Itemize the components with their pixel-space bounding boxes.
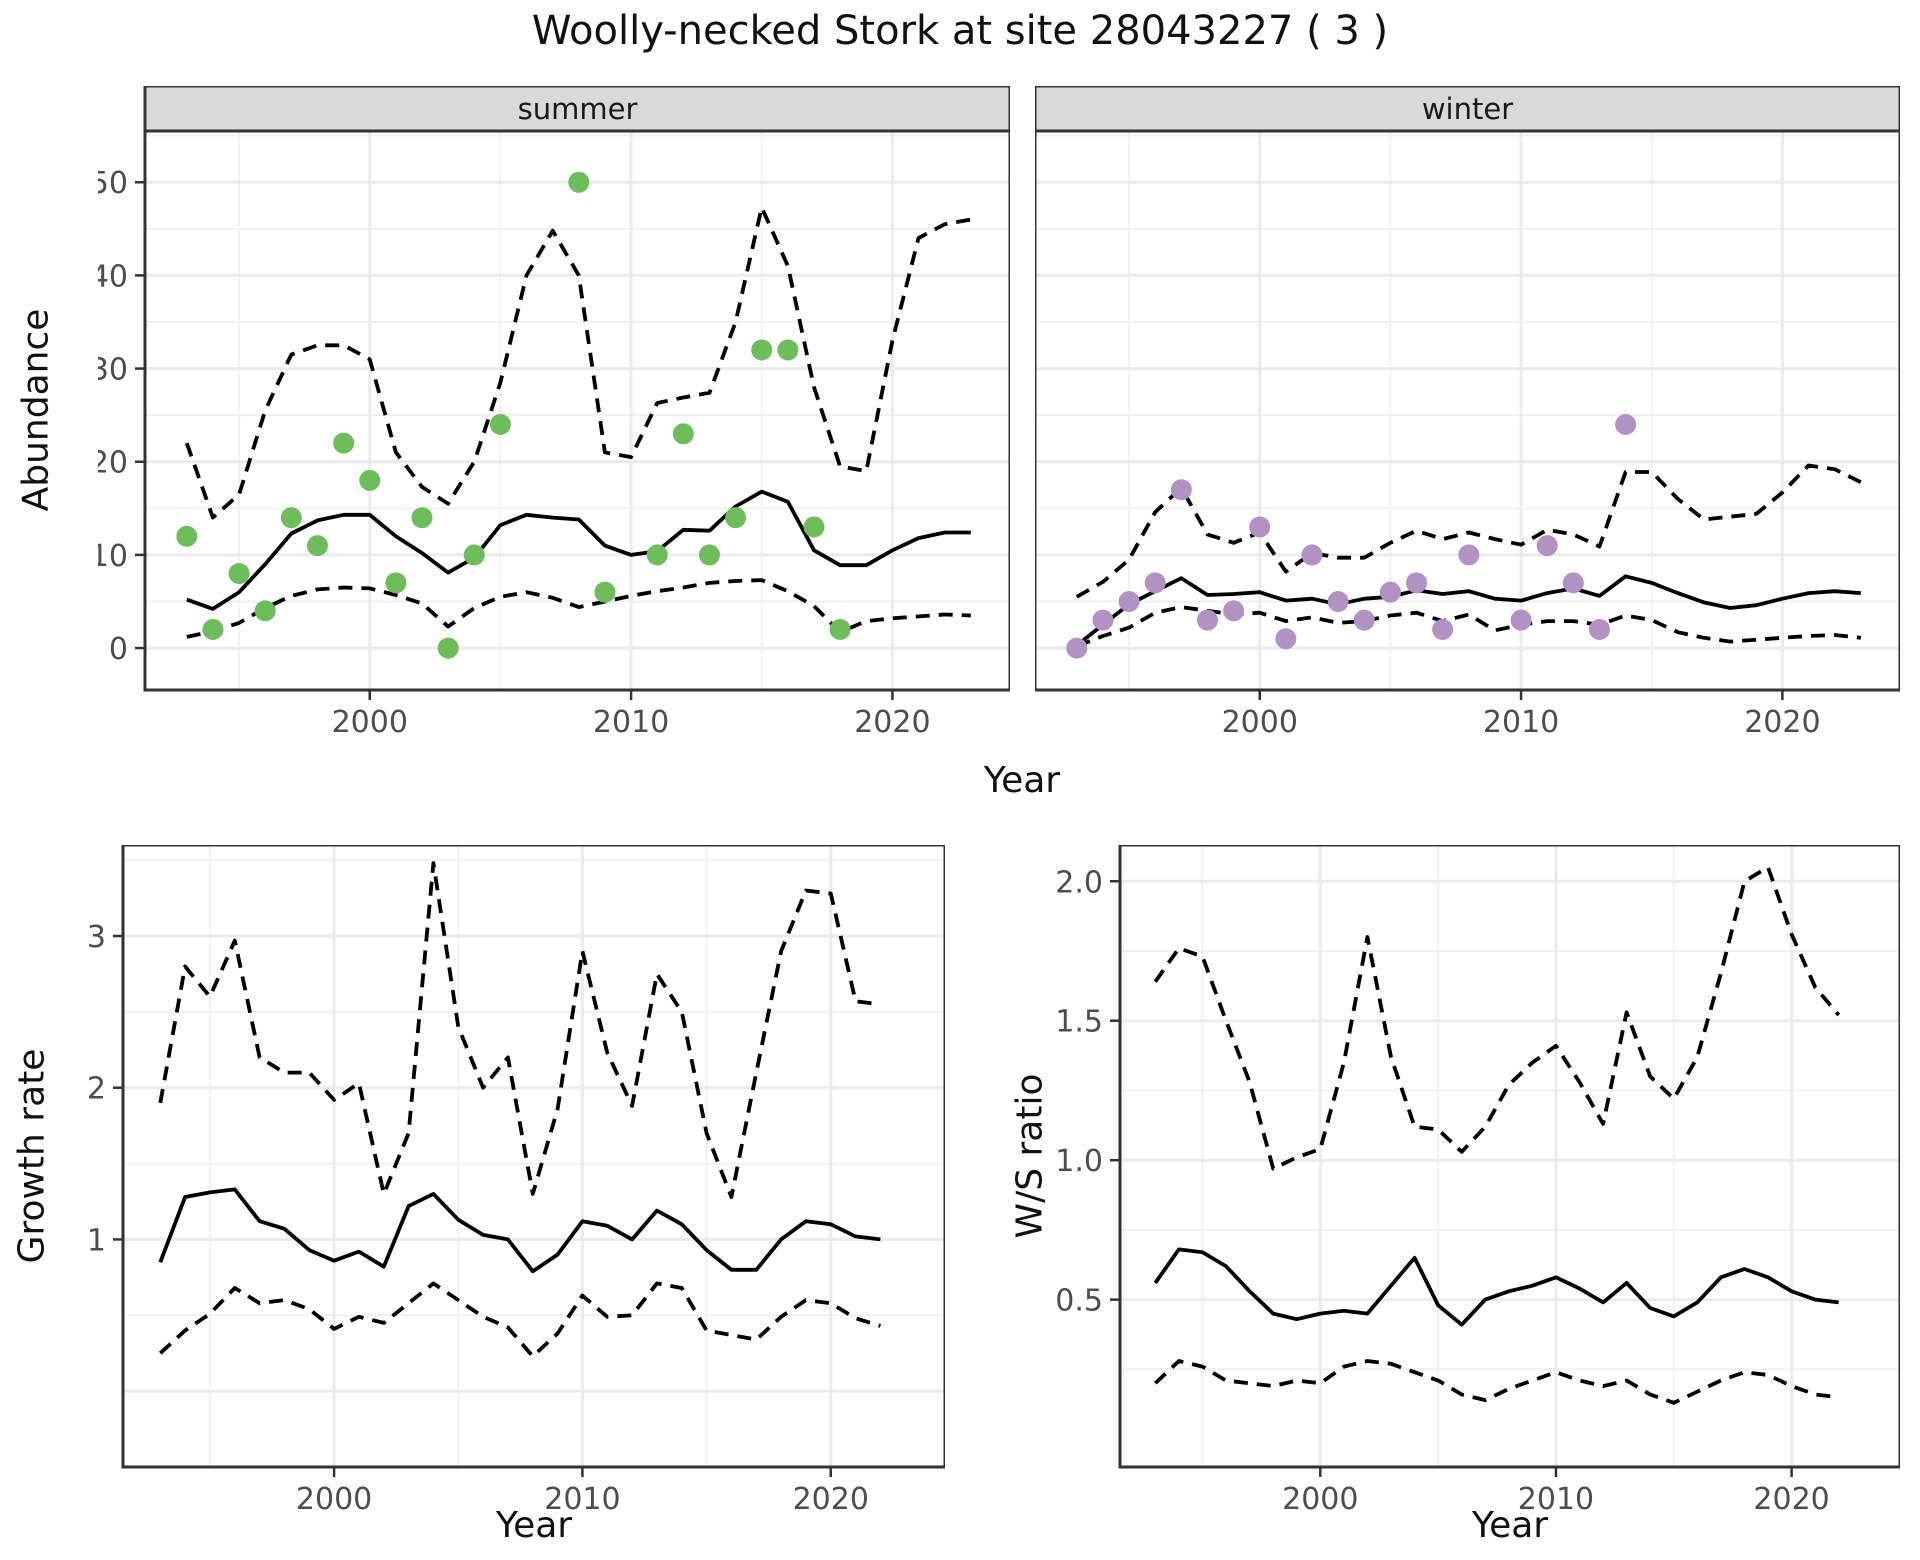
svg-text:30: 30 (98, 353, 128, 388)
svg-text:1: 1 (87, 1223, 106, 1258)
abundance-winter-point (1562, 572, 1584, 594)
abundance-summer-point (333, 432, 355, 454)
abundance-summer-point (202, 618, 224, 640)
abundance-summer-point (725, 507, 747, 529)
abundance-summer-svg: 2000 2010 2020 0 10 20 30 40 50 summer (90, 84, 1012, 740)
abundance-summer-point (646, 544, 668, 566)
abundance-summer-point (829, 618, 851, 640)
abundance-summer-point (385, 572, 407, 594)
svg-text:2010: 2010 (593, 705, 669, 736)
abundance-winter-point (1615, 413, 1637, 435)
growth-rate-svg: 2000 2010 2020 1 2 3 (87, 843, 947, 1517)
svg-text:2000: 2000 (332, 705, 408, 736)
abundance-x-axis-title: Year (983, 760, 1061, 801)
svg-text:10: 10 (98, 539, 128, 574)
abundance-summer-point (359, 469, 381, 491)
growth-rate-upper-ci-line (158, 861, 881, 1199)
abundance-winter-point (1223, 600, 1245, 622)
abundance-winter-point (1379, 581, 1401, 603)
ws-x-axis-title: Year (1471, 1505, 1549, 1546)
svg-text:3: 3 (87, 920, 106, 955)
svg-text:2010: 2010 (1518, 1482, 1594, 1515)
abundance-winter-point (1588, 618, 1610, 640)
abundance-winter-point (1249, 516, 1271, 538)
page-title: Woolly-necked Stork at site 28043227 ( 3… (531, 8, 1389, 54)
svg-text:2: 2 (87, 1072, 106, 1107)
svg-text:2000: 2000 (1282, 1482, 1358, 1515)
svg-text:2000: 2000 (296, 1482, 372, 1515)
abundance-winter-point (1406, 572, 1428, 594)
svg-text:2.0: 2.0 (1055, 865, 1103, 900)
svg-text:2020: 2020 (1753, 1482, 1829, 1515)
ws-ratio-lower-ci-line (1153, 1359, 1839, 1405)
abundance-summer-upper-ci-line (185, 205, 972, 520)
abundance-summer-point (306, 535, 328, 557)
abundance-summer-point (489, 413, 511, 435)
svg-text:50: 50 (98, 166, 128, 201)
abundance-winter-point (1092, 609, 1114, 631)
abundance-summer-point (463, 544, 485, 566)
abundance-winter-svg: 2000 2010 2020 winter (1033, 84, 1902, 740)
abundance-summer-point (698, 544, 720, 566)
abundance-winter-facet-strip-label: winter (1422, 92, 1513, 126)
svg-text:0: 0 (109, 632, 128, 667)
abundance-summer-point (777, 339, 799, 361)
svg-text:40: 40 (98, 259, 128, 294)
abundance-summer-point (176, 525, 198, 547)
growth-x-axis-title: Year (495, 1505, 573, 1546)
abundance-summer-point (437, 637, 459, 659)
ws-ratio-median-line (1153, 1247, 1839, 1327)
abundance-summer-chart: 2000 2010 2020 0 10 20 30 40 50 summer (90, 84, 1012, 740)
ws-ratio-svg: 2000 2010 2020 0.5 1.0 1.5 2.0 (1055, 843, 1902, 1517)
abundance-winter-point (1510, 609, 1532, 631)
abundance-summer-point (280, 507, 302, 529)
abundance-summer-mean-line (186, 489, 971, 611)
abundance-winter-point (1170, 479, 1192, 501)
abundance-winter-chart: 2000 2010 2020 winter (1033, 84, 1902, 740)
abundance-winter-point (1432, 618, 1454, 640)
svg-text:1.0: 1.0 (1055, 1144, 1103, 1179)
abundance-winter-point (1536, 535, 1558, 557)
svg-text:2000: 2000 (1222, 705, 1298, 736)
ws-ratio-upper-ci-line (1153, 865, 1841, 1171)
abundance-winter-point (1353, 609, 1375, 631)
abundance-winter-point (1144, 572, 1166, 594)
growth-rate-median-line (158, 1187, 881, 1274)
abundance-winter-point (1196, 609, 1218, 631)
abundance-summer-point (672, 423, 694, 445)
svg-text:1.5: 1.5 (1055, 1005, 1103, 1040)
abundance-summer-point (568, 171, 590, 193)
svg-text:0.5: 0.5 (1055, 1284, 1103, 1319)
growth-y-axis-title: Growth rate (11, 1048, 53, 1264)
ws-y-axis-title: W/S ratio (1009, 1073, 1051, 1239)
abundance-summer-point (254, 600, 276, 622)
abundance-summer-facet-strip-label: summer (518, 92, 638, 126)
abundance-winter-point (1301, 544, 1323, 566)
abundance-winter-upper-ci-line (1075, 463, 1862, 599)
abundance-winter-point (1458, 544, 1480, 566)
svg-text:2010: 2010 (544, 1482, 620, 1515)
abundance-winter-point (1327, 590, 1349, 612)
abundance-y-axis-title: Abundance (15, 308, 57, 512)
svg-text:2020: 2020 (793, 1482, 869, 1515)
abundance-summer-point (594, 581, 616, 603)
abundance-winter-point (1118, 590, 1140, 612)
abundance-winter-point (1066, 637, 1088, 659)
svg-text:2020: 2020 (1744, 705, 1820, 736)
svg-text:2020: 2020 (854, 705, 930, 736)
abundance-summer-point (803, 516, 825, 538)
ws-ratio-chart: 2000 2010 2020 0.5 1.0 1.5 2.0 (1055, 843, 1902, 1519)
growth-rate-lower-ci-line (159, 1281, 881, 1359)
abundance-winter-point (1275, 628, 1297, 650)
abundance-summer-point (411, 507, 433, 529)
abundance-summer-point (228, 563, 250, 585)
abundance-summer-point (751, 339, 773, 361)
svg-text:20: 20 (98, 446, 128, 481)
svg-text:2010: 2010 (1483, 705, 1559, 736)
growth-rate-chart: 2000 2010 2020 1 2 3 (80, 843, 947, 1519)
abundance-winter-mean-line (1075, 574, 1861, 647)
